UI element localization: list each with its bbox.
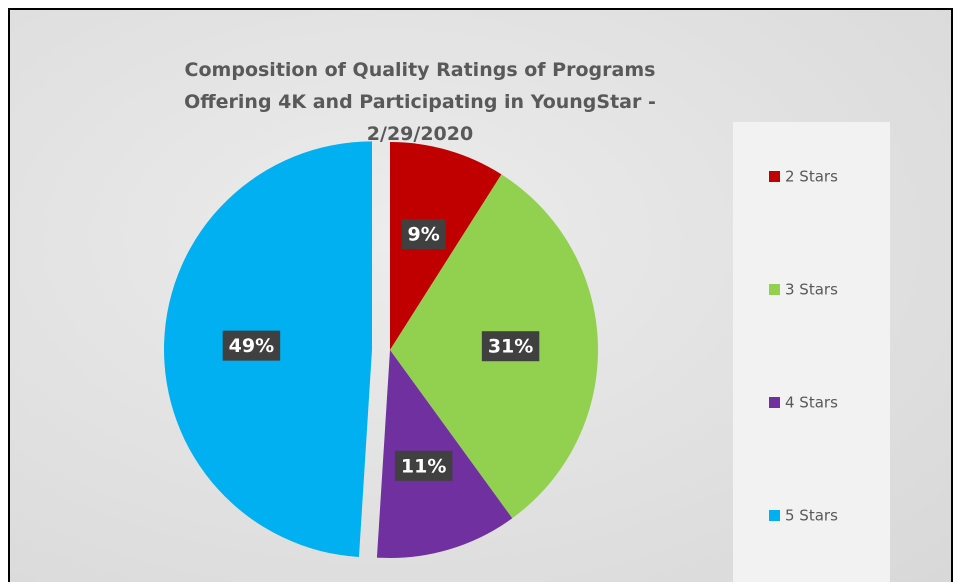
data-label: 9% [408,224,440,246]
chart-title: Composition of Quality Ratings of Progra… [184,59,656,145]
data-label: 11% [401,455,446,477]
legend-swatch [769,171,780,182]
legend-box [733,122,890,582]
data-label: 31% [488,336,533,358]
legend-label: 4 Stars [785,394,838,412]
legend-swatch [769,510,780,521]
data-label: 49% [229,335,274,357]
legend-label: 2 Stars [785,168,838,186]
legend-swatch [769,284,780,295]
data-label-box [394,450,453,481]
data-label-box [481,331,540,362]
legend-label: 5 Stars [785,507,838,525]
data-label-box [401,219,446,250]
data-label-box [222,330,281,361]
legend-label: 3 Stars [785,281,838,299]
legend-swatch [769,397,780,408]
